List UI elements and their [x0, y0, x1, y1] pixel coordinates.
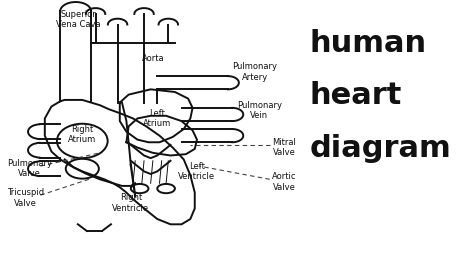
Text: Pulmonary
Valve: Pulmonary Valve [7, 159, 52, 178]
Text: Left
Ventricle: Left Ventricle [178, 162, 216, 181]
Text: Right
Atrium: Right Atrium [68, 125, 96, 144]
Text: Pulmonary
Vein: Pulmonary Vein [237, 101, 282, 120]
Text: diagram: diagram [310, 134, 451, 163]
Text: Mitral
Valve: Mitral Valve [272, 138, 296, 157]
Text: Right
Ventricle: Right Ventricle [112, 193, 149, 213]
Text: Left
Atrium: Left Atrium [143, 109, 172, 128]
Text: Pulmonary
Artery: Pulmonary Artery [232, 63, 277, 82]
Text: Aortic
Valve: Aortic Valve [272, 172, 296, 192]
Text: heart: heart [310, 81, 402, 110]
Text: human: human [310, 28, 427, 57]
Text: Tricuspid
Valve: Tricuspid Valve [7, 188, 45, 207]
Text: Aorta: Aorta [142, 55, 164, 63]
Text: Superior
Vena Cava: Superior Vena Cava [55, 10, 100, 29]
